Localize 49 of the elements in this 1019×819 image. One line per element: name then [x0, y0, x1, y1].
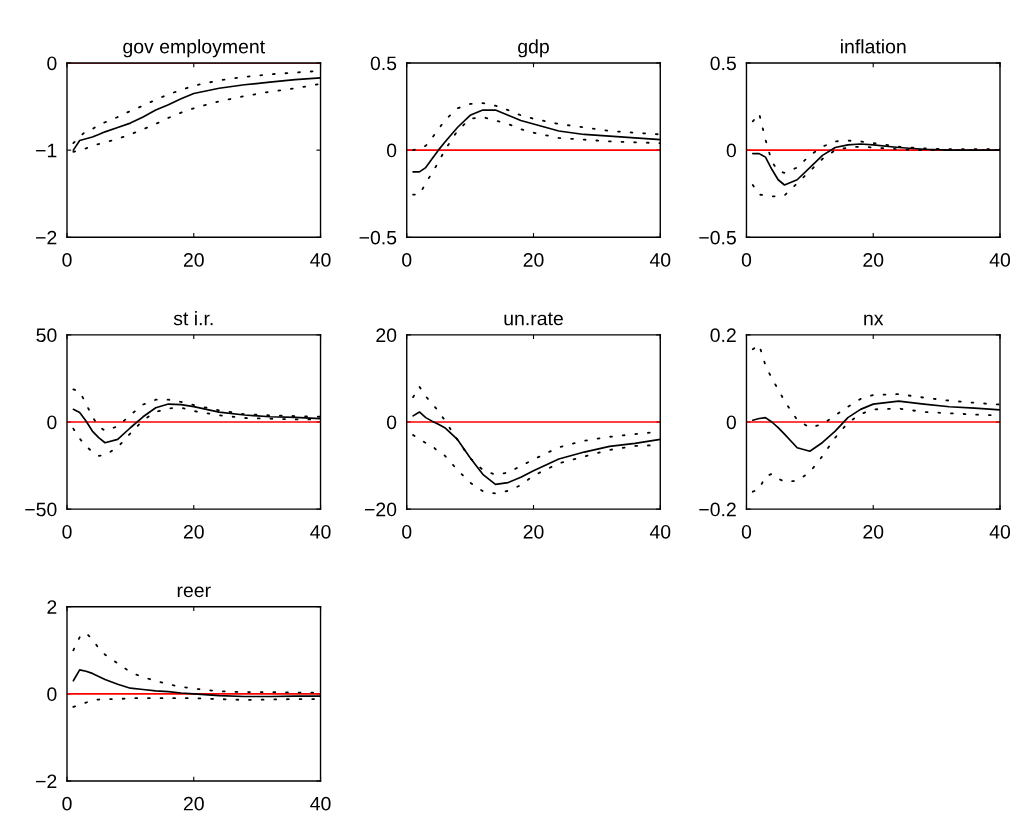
- y-tick-label: 0: [726, 415, 736, 430]
- y-tick-label: −0.5: [359, 230, 397, 245]
- x-tick-label: 0: [62, 253, 72, 267]
- y-tick-label: 0: [386, 143, 397, 158]
- x-tick-label: 0: [741, 524, 752, 539]
- y-tick-label: −2: [36, 230, 57, 245]
- chart-title: nx: [864, 314, 884, 326]
- x-tick-label: 20: [863, 524, 884, 539]
- x-tick-label: 0: [402, 253, 412, 267]
- x-tick-label: 40: [649, 253, 671, 267]
- chart-title: gdp: [518, 39, 549, 58]
- y-tick-label: 2: [47, 600, 57, 614]
- y-tick-label: 0.5: [710, 56, 736, 71]
- y-tick-label: −50: [25, 502, 57, 517]
- x-tick-label: 20: [863, 253, 884, 267]
- y-tick-label: 0: [47, 687, 57, 702]
- x-tick-label: 20: [183, 253, 204, 267]
- y-tick-label: 50: [36, 328, 57, 343]
- y-tick-label: 0: [47, 56, 57, 71]
- y-tick-label: −1: [36, 143, 57, 158]
- x-tick-label: 0: [741, 253, 752, 267]
- y-tick-label: 20: [376, 328, 397, 343]
- x-tick-label: 40: [649, 524, 671, 539]
- x-tick-label: 40: [310, 253, 331, 267]
- x-tick-label: 20: [523, 524, 544, 539]
- x-tick-label: 40: [310, 796, 331, 811]
- y-tick-label: 0: [47, 415, 57, 430]
- y-tick-label: −0.2: [699, 502, 736, 517]
- y-tick-label: −2: [36, 774, 57, 789]
- y-tick-label: 0: [386, 415, 397, 430]
- chart-title: gov employment: [123, 39, 265, 58]
- chart-title: st i.r.: [173, 311, 213, 326]
- x-tick-label: 40: [989, 524, 1011, 539]
- chart-title: un.rate: [504, 312, 563, 326]
- chart-title: reer: [177, 586, 211, 598]
- y-tick-label: 0: [726, 143, 736, 158]
- x-tick-label: 0: [62, 796, 72, 811]
- x-tick-label: 20: [523, 253, 544, 267]
- y-tick-label: −0.5: [699, 230, 736, 245]
- y-tick-label: 0.2: [710, 328, 736, 343]
- y-tick-label: −20: [364, 502, 397, 517]
- chart-title: inflation: [841, 39, 906, 54]
- x-tick-label: 0: [402, 524, 412, 539]
- x-tick-label: 20: [183, 796, 204, 811]
- y-tick-label: 0.5: [370, 56, 397, 71]
- x-tick-label: 40: [310, 524, 331, 539]
- x-tick-label: 40: [989, 253, 1011, 267]
- x-tick-label: 0: [62, 524, 72, 539]
- x-tick-label: 20: [183, 524, 204, 539]
